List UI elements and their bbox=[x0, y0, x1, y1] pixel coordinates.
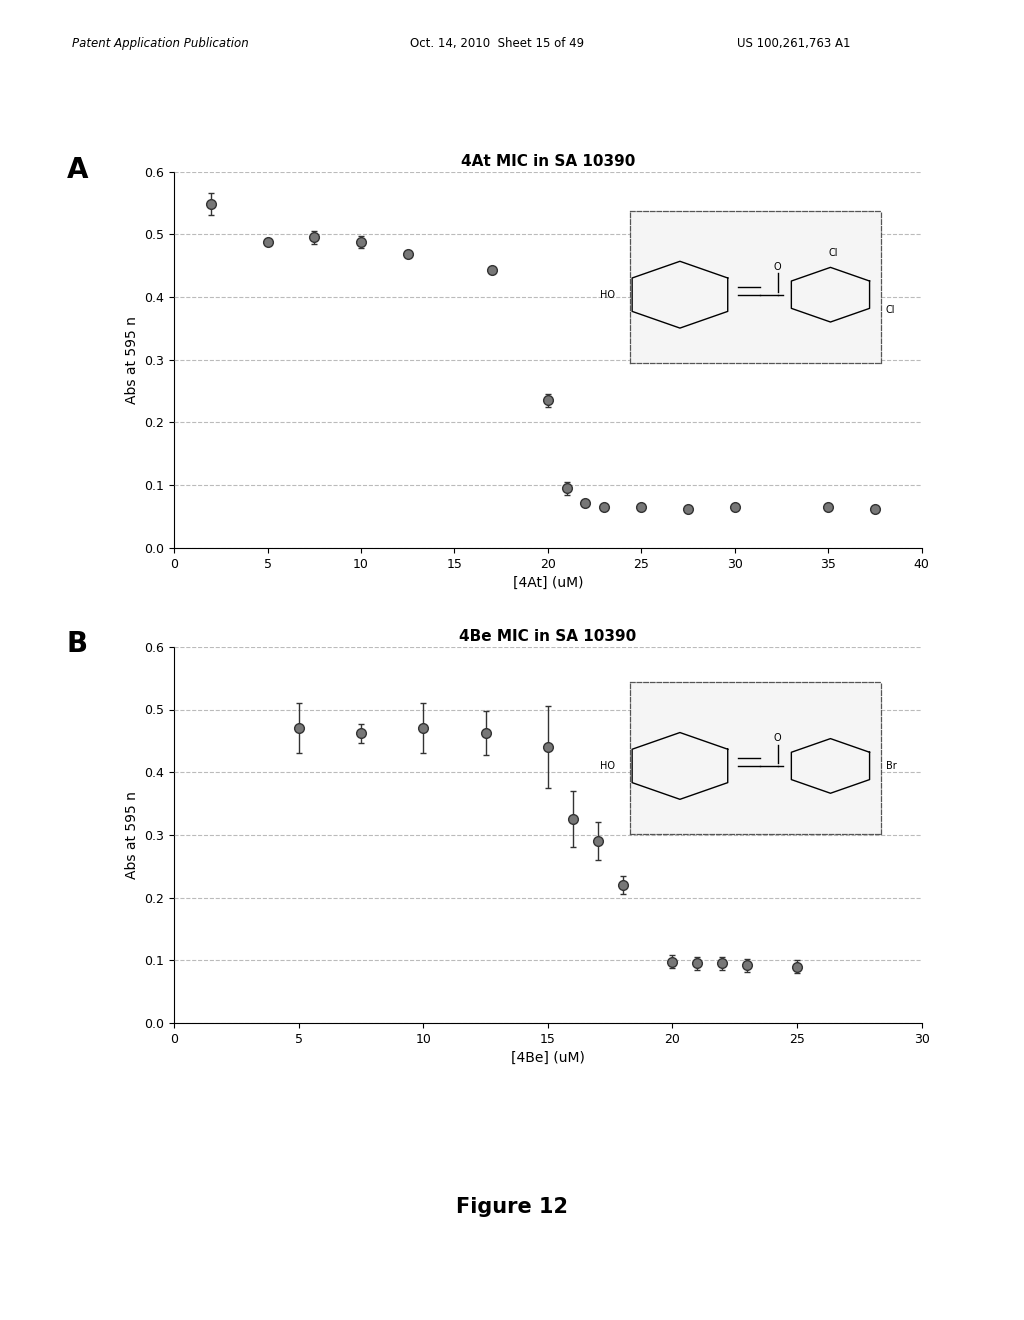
Text: A: A bbox=[67, 156, 88, 183]
Text: Cl: Cl bbox=[828, 248, 838, 259]
Text: HO: HO bbox=[600, 760, 614, 771]
Text: Oct. 14, 2010  Sheet 15 of 49: Oct. 14, 2010 Sheet 15 of 49 bbox=[410, 37, 584, 50]
Text: Br: Br bbox=[886, 760, 896, 771]
Text: Cl: Cl bbox=[886, 305, 895, 315]
Y-axis label: Abs at 595 n: Abs at 595 n bbox=[125, 791, 139, 879]
Text: B: B bbox=[67, 630, 88, 657]
Y-axis label: Abs at 595 n: Abs at 595 n bbox=[125, 315, 139, 404]
X-axis label: [4At] (uM): [4At] (uM) bbox=[513, 576, 583, 590]
Text: Figure 12: Figure 12 bbox=[456, 1197, 568, 1217]
Text: US 100,261,763 A1: US 100,261,763 A1 bbox=[737, 37, 851, 50]
Title: 4At MIC in SA 10390: 4At MIC in SA 10390 bbox=[461, 154, 635, 169]
Text: Patent Application Publication: Patent Application Publication bbox=[72, 37, 249, 50]
Text: HO: HO bbox=[600, 289, 614, 300]
Text: O: O bbox=[774, 733, 781, 743]
Title: 4Be MIC in SA 10390: 4Be MIC in SA 10390 bbox=[459, 630, 637, 644]
X-axis label: [4Be] (uM): [4Be] (uM) bbox=[511, 1051, 585, 1065]
Text: O: O bbox=[774, 261, 781, 272]
